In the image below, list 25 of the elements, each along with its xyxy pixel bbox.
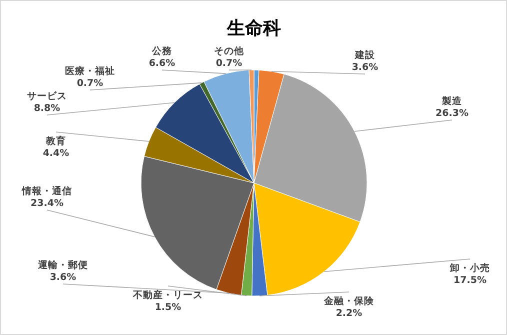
- slice-label: サービス: [27, 90, 67, 102]
- data-label: 3.6%: [50, 272, 77, 283]
- slice-label: その他: [214, 45, 245, 57]
- data-label: 3.6%: [352, 62, 379, 73]
- slice-label: 教育: [45, 135, 66, 147]
- data-label: 17.5%: [454, 275, 487, 286]
- data-label: 8.8%: [34, 103, 61, 114]
- slice-label: 運輸・郵便: [37, 259, 88, 271]
- slice-label: 公務: [151, 45, 172, 57]
- data-label: 6.6%: [148, 58, 176, 69]
- data-label: 0.7%: [216, 58, 243, 69]
- slice-label: 情報・通信: [21, 185, 72, 197]
- data-label: 26.3%: [436, 108, 469, 119]
- chart-title: 生命科: [226, 18, 281, 39]
- data-label: 23.4%: [30, 198, 64, 209]
- data-label: 4.4%: [42, 148, 70, 159]
- slice-label: 医療・福祉: [65, 65, 115, 77]
- slice-label: 金融・保険: [323, 295, 375, 307]
- slice-label: 建設: [354, 49, 376, 61]
- data-label: 2.2%: [336, 308, 363, 319]
- data-label: 0.7%: [76, 78, 104, 89]
- data-label: 1.5%: [154, 302, 182, 313]
- slice-label: 卸・小売: [449, 262, 490, 274]
- slice-label: 不動産・リース: [132, 289, 203, 301]
- slice-label: 製造: [441, 95, 463, 107]
